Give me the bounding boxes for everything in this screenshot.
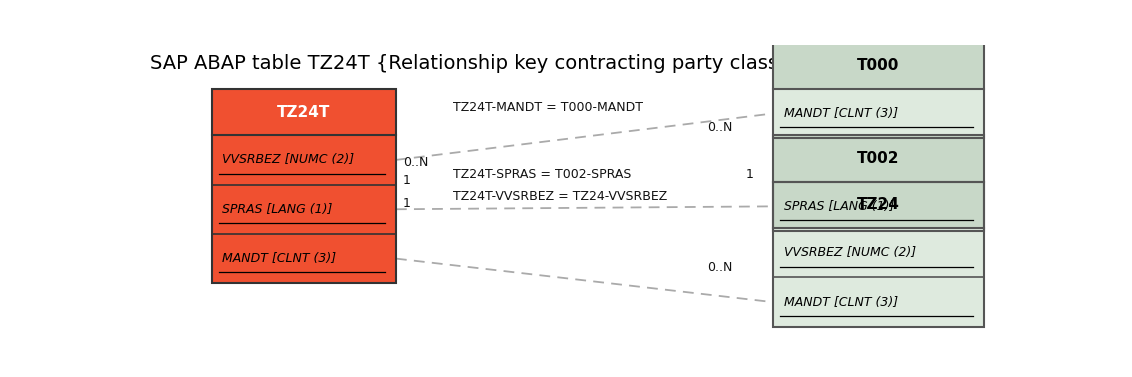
Text: MANDT [CLNT (3)]: MANDT [CLNT (3)]	[783, 296, 898, 309]
Text: VVSRBEZ [NUMC (2)]: VVSRBEZ [NUMC (2)]	[783, 246, 916, 259]
Text: TZ24: TZ24	[857, 198, 900, 212]
Text: T000: T000	[857, 58, 900, 73]
Text: SAP ABAP table TZ24T {Relationship key contracting party classification (Text)}: SAP ABAP table TZ24T {Relationship key c…	[151, 54, 929, 73]
Text: 0..N: 0..N	[708, 261, 732, 274]
Text: SPRAS [LANG (1)]: SPRAS [LANG (1)]	[783, 200, 894, 213]
Bar	[773, 182, 984, 327]
Text: VVSRBEZ [NUMC (2)]: VVSRBEZ [NUMC (2)]	[222, 153, 354, 166]
Text: TZ24T-SPRAS = T002-SPRAS: TZ24T-SPRAS = T002-SPRAS	[453, 168, 632, 181]
Text: 0..N: 0..N	[403, 156, 428, 169]
Text: SPRAS [LANG (1)]: SPRAS [LANG (1)]	[222, 203, 333, 216]
Bar	[773, 135, 984, 182]
Text: TZ24T-VVSRBEZ = TZ24-VVSRBEZ: TZ24T-VVSRBEZ = TZ24-VVSRBEZ	[453, 190, 667, 203]
Bar	[773, 182, 984, 228]
Bar	[212, 234, 396, 283]
Bar	[212, 89, 396, 283]
Bar	[773, 182, 984, 231]
Bar	[212, 185, 396, 234]
Bar	[773, 135, 984, 231]
Text: 1: 1	[403, 174, 411, 187]
Bar	[773, 228, 984, 277]
Bar	[212, 89, 396, 135]
Bar	[773, 42, 984, 89]
Bar	[212, 135, 396, 185]
Text: TZ24T-MANDT = T000-MANDT: TZ24T-MANDT = T000-MANDT	[453, 101, 643, 114]
Bar	[773, 277, 984, 327]
Text: 1: 1	[746, 168, 754, 181]
Bar	[773, 42, 984, 138]
Text: 1: 1	[403, 197, 411, 210]
Text: MANDT [CLNT (3)]: MANDT [CLNT (3)]	[783, 107, 898, 120]
Text: T002: T002	[857, 151, 900, 166]
Text: MANDT [CLNT (3)]: MANDT [CLNT (3)]	[222, 252, 336, 265]
Bar	[773, 89, 984, 138]
Text: TZ24T: TZ24T	[277, 104, 331, 120]
Text: 0..N: 0..N	[708, 121, 732, 135]
